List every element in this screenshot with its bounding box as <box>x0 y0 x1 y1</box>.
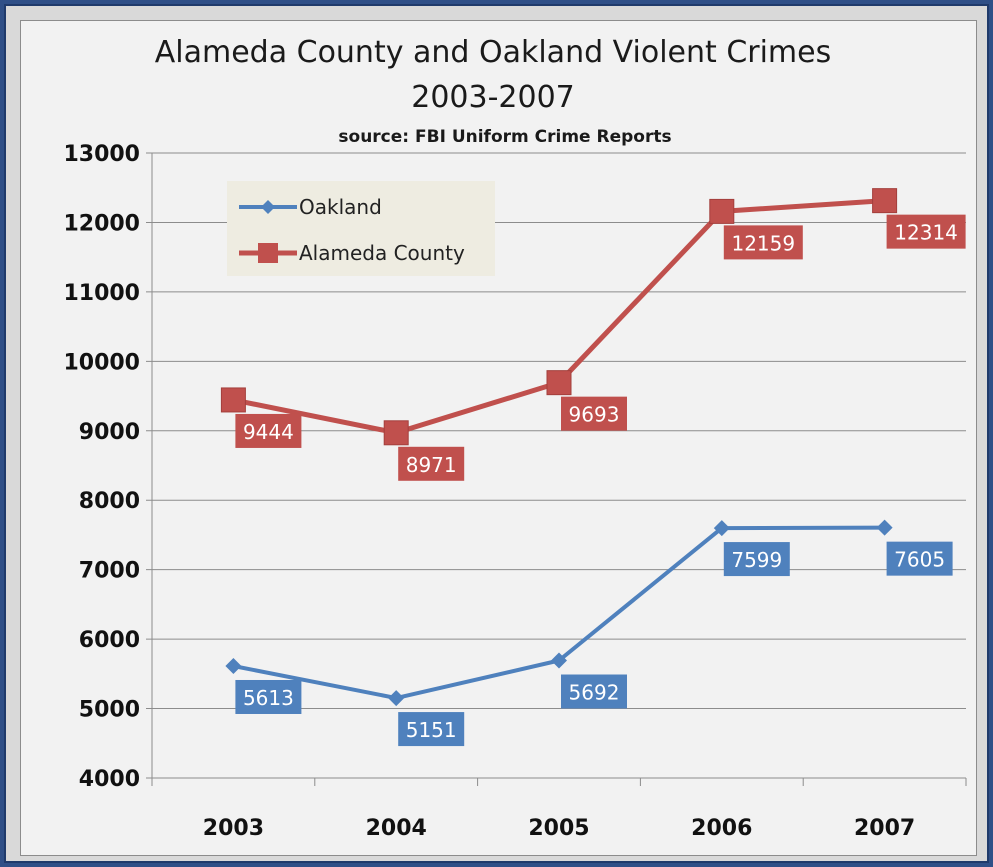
data-label-alameda-county: 8971 <box>406 453 457 477</box>
data-label-box-alameda-county <box>398 446 465 481</box>
data-label-box-oakland <box>561 674 627 709</box>
data-label-oakland: 5151 <box>406 718 457 742</box>
legend-marker-oakland <box>261 200 275 214</box>
x-tick-label-2003: 2003 <box>203 816 264 841</box>
y-tick-label-6000: 6000 <box>79 628 140 653</box>
data-label-oakland: 5613 <box>243 686 294 710</box>
data-label-alameda-county: 9444 <box>243 420 294 444</box>
data-label-box-alameda-county <box>235 413 302 448</box>
data-point-oakland <box>388 690 405 707</box>
data-label-box-alameda-county <box>886 214 966 249</box>
data-point-alameda-county <box>546 370 572 396</box>
data-label-box-oakland <box>886 541 953 576</box>
x-tick-label-2005: 2005 <box>528 816 589 841</box>
series-layer: 5613 5151 5692 7599 7605 9444 8971 9693 12159 123… <box>220 188 966 747</box>
y-tick-label-11000: 11000 <box>63 281 140 306</box>
chart-subtitle: source: FBI Uniform Crime Reports <box>338 127 671 147</box>
data-point-alameda-county <box>383 420 409 446</box>
data-point-alameda-county <box>220 387 246 413</box>
data-label-alameda-county: 9693 <box>569 403 620 427</box>
x-tick-label-2004: 2004 <box>366 816 427 841</box>
legend-label-oakland: Oakland <box>299 195 382 219</box>
y-tick-label-8000: 8000 <box>79 489 140 514</box>
data-label-box-alameda-county <box>723 225 803 260</box>
chart-area <box>20 20 977 856</box>
legend-marker-alameda-county <box>258 243 278 263</box>
y-tick-label-13000: 13000 <box>63 142 140 167</box>
data-label-oakland: 5692 <box>569 681 620 705</box>
y-tick-label-5000: 5000 <box>79 698 140 723</box>
y-tick-label-4000: 4000 <box>79 767 140 792</box>
y-tick-label-9000: 9000 <box>79 420 140 445</box>
data-label-alameda-county: 12314 <box>894 221 958 245</box>
data-label-oakland: 7605 <box>894 548 945 572</box>
data-label-oakland: 7599 <box>731 548 782 572</box>
data-point-oakland <box>876 519 893 536</box>
data-label-box-oakland <box>235 679 302 714</box>
data-point-alameda-county <box>872 188 898 214</box>
chart-frame <box>4 4 989 863</box>
x-tick-label-2006: 2006 <box>691 816 752 841</box>
chart-title-line2: 2003-2007 <box>411 80 575 115</box>
data-point-oakland <box>551 652 567 669</box>
y-tick-label-12000: 12000 <box>63 211 140 236</box>
legend: Oakland Alameda County <box>227 181 495 276</box>
axes: 4000 5000 6000 7000 8000 9000 10000 11000 12000 1… <box>63 142 967 841</box>
data-point-oakland <box>713 520 730 537</box>
data-point-alameda-county <box>709 198 735 224</box>
data-label-box-oakland <box>723 542 790 577</box>
data-label-box-alameda-county <box>561 396 627 431</box>
y-tick-label-7000: 7000 <box>79 559 140 584</box>
legend-label-alameda-county: Alameda County <box>299 241 465 265</box>
y-tick-label-10000: 10000 <box>63 350 140 375</box>
data-label-alameda-county: 12159 <box>731 231 795 255</box>
x-tick-label-2007: 2007 <box>854 816 915 841</box>
data-point-oakland <box>225 657 242 674</box>
data-label-box-oakland <box>398 712 465 747</box>
chart-title-line1: Alameda County and Oakland Violent Crime… <box>155 35 832 70</box>
